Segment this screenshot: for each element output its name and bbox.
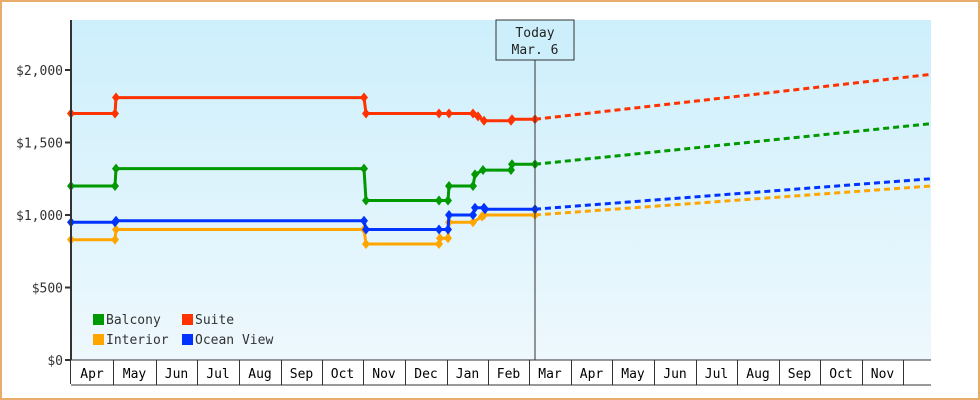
- y-tick-label: $0: [47, 354, 63, 369]
- month-label: Aug: [746, 367, 769, 382]
- data-point[interactable]: [435, 224, 443, 235]
- today-label: Today: [515, 26, 554, 41]
- legend-swatch: [93, 314, 104, 325]
- month-label: Nov: [871, 367, 895, 382]
- data-point[interactable]: [362, 224, 370, 235]
- series-suite: [67, 72, 932, 126]
- data-point[interactable]: [435, 108, 443, 119]
- series-ocean-view: [67, 177, 932, 235]
- month-label: Nov: [372, 367, 396, 382]
- data-point[interactable]: [362, 195, 370, 206]
- data-point[interactable]: [360, 163, 368, 174]
- data-point[interactable]: [469, 217, 477, 228]
- legend-item-interior[interactable]: Interior: [93, 333, 169, 348]
- month-label: Dec: [414, 367, 437, 382]
- month-label: Jun: [663, 367, 686, 382]
- data-point[interactable]: [362, 239, 370, 249]
- x-axis-months: Apr May Jun Jul Aug Sep Oct Nov Dec Jan Feb Mar Apr M…: [71, 359, 931, 386]
- data-point[interactable]: [111, 108, 119, 119]
- plot-area: [71, 20, 931, 360]
- data-point[interactable]: [112, 163, 120, 174]
- data-point[interactable]: [112, 224, 120, 235]
- data-point[interactable]: [471, 169, 479, 180]
- month-label: Jul: [206, 367, 229, 382]
- data-point[interactable]: [435, 195, 443, 206]
- data-point[interactable]: [360, 215, 368, 226]
- forecast-line: [534, 177, 932, 211]
- data-point[interactable]: [471, 202, 479, 213]
- legend-label: Suite: [195, 313, 234, 328]
- data-point[interactable]: [112, 215, 120, 226]
- forecast-line: [534, 184, 932, 217]
- month-label: Sep: [788, 367, 812, 382]
- legend: Balcony Suite Interior Ocean View: [93, 313, 273, 348]
- today-date: Mar. 6: [512, 43, 559, 58]
- month-label: Sep: [290, 367, 314, 382]
- data-point[interactable]: [481, 204, 489, 215]
- series-layer: [67, 72, 932, 249]
- data-point[interactable]: [445, 108, 453, 119]
- legend-swatch: [182, 314, 193, 325]
- data-point[interactable]: [469, 181, 477, 191]
- legend-swatch: [93, 334, 104, 345]
- today-marker: Today Mar. 6: [495, 19, 575, 360]
- y-tick-label: $1,500: [16, 137, 63, 152]
- legend-label: Balcony: [106, 313, 161, 328]
- data-point[interactable]: [444, 195, 452, 206]
- legend-item-balcony[interactable]: Balcony: [93, 313, 161, 328]
- legend-swatch: [182, 334, 193, 345]
- data-point[interactable]: [479, 165, 487, 176]
- data-point[interactable]: [445, 210, 453, 220]
- month-label: Jan: [456, 367, 479, 382]
- data-point[interactable]: [445, 181, 453, 191]
- data-point[interactable]: [111, 181, 119, 191]
- legend-item-suite[interactable]: Suite: [182, 313, 234, 328]
- data-point[interactable]: [474, 111, 482, 122]
- forecast-line: [534, 122, 932, 166]
- series-balcony: [67, 122, 932, 206]
- month-label: Oct: [331, 367, 354, 382]
- month-label: Oct: [829, 367, 852, 382]
- month-label: Jun: [165, 367, 188, 382]
- month-label: Feb: [497, 367, 521, 382]
- y-tick-label: $500: [32, 282, 63, 297]
- data-point[interactable]: [444, 233, 452, 244]
- month-label: Jul: [705, 367, 728, 382]
- y-tick-label: $1,000: [16, 209, 63, 224]
- month-label: Apr: [80, 367, 104, 382]
- month-label: May: [123, 367, 147, 382]
- data-point[interactable]: [436, 233, 444, 244]
- y-axis-ticks: $0 $500 $1,000 $1,500 $2,000: [16, 64, 71, 369]
- series-interior: [67, 184, 932, 249]
- y-tick-label: $2,000: [16, 64, 63, 79]
- data-point[interactable]: [508, 159, 516, 170]
- forecast-line: [534, 72, 932, 121]
- legend-item-ocean-view[interactable]: Ocean View: [182, 333, 273, 348]
- data-point[interactable]: [444, 224, 452, 235]
- month-label: May: [621, 367, 645, 382]
- data-point[interactable]: [111, 234, 119, 245]
- data-point[interactable]: [360, 92, 368, 103]
- data-point[interactable]: [112, 92, 120, 103]
- legend-label: Ocean View: [195, 333, 273, 348]
- data-point[interactable]: [508, 114, 516, 125]
- month-label: Aug: [248, 367, 271, 382]
- month-label: Apr: [580, 367, 604, 382]
- data-point[interactable]: [362, 108, 370, 119]
- legend-label: Interior: [106, 333, 169, 348]
- month-label: Mar: [538, 367, 562, 382]
- data-point[interactable]: [480, 115, 488, 126]
